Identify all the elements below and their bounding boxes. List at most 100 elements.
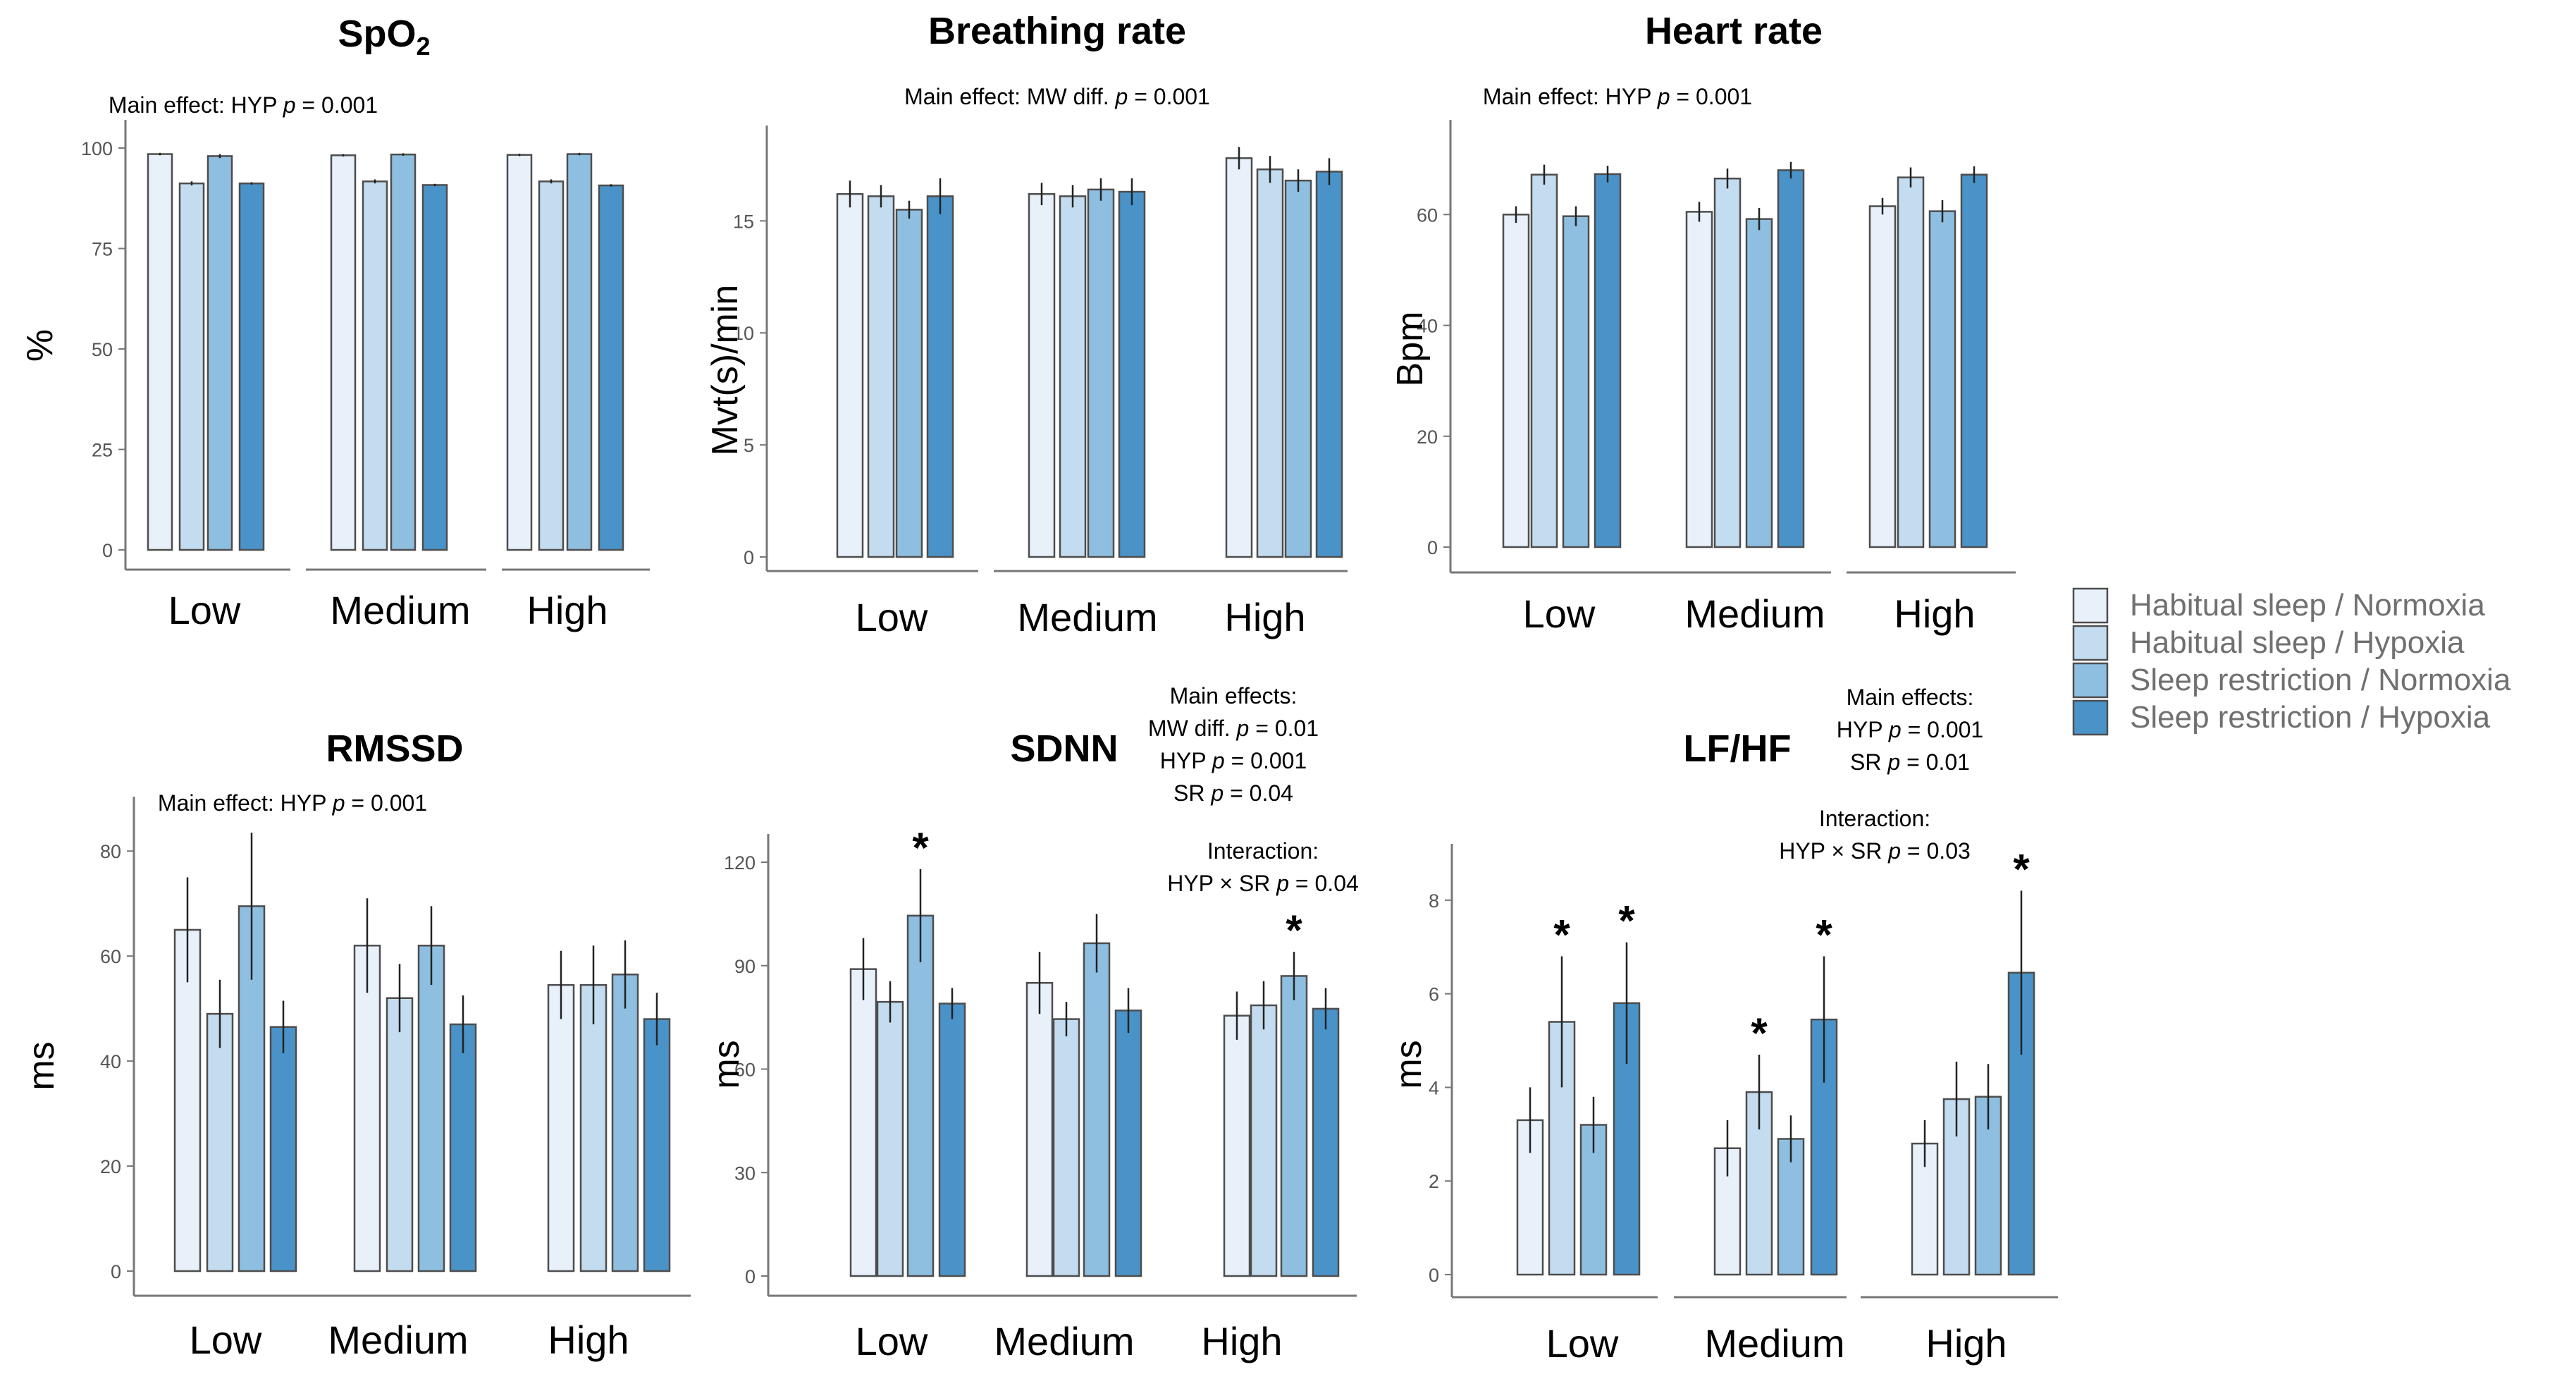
- bar: [1530, 173, 1558, 548]
- significance-star: *: [1618, 897, 1635, 945]
- bar: [547, 983, 575, 1272]
- bar: [611, 973, 639, 1272]
- legend-swatch: [2072, 662, 2109, 699]
- bar: [1312, 1007, 1340, 1277]
- bar: [417, 945, 445, 1272]
- y-tick-label: 120: [724, 852, 756, 873]
- legend-label: Habitual sleep / Normoxia: [2130, 588, 2485, 623]
- bar: [926, 195, 954, 558]
- legend-swatch: [2072, 699, 2109, 736]
- y-tick-label: 0: [744, 547, 754, 568]
- bar: [1594, 173, 1622, 548]
- bar: [506, 154, 533, 551]
- y-tick-label: 2: [1429, 1171, 1439, 1192]
- y-tick-label: 0: [745, 1266, 756, 1287]
- chart-title: Breathing rate: [928, 10, 1186, 52]
- y-tick-label: 100: [81, 138, 113, 159]
- bar: [173, 928, 202, 1272]
- bar: [386, 997, 414, 1272]
- category-label: Low: [168, 588, 241, 632]
- bar: [449, 1023, 477, 1272]
- bar: [1745, 218, 1773, 548]
- panel-rmssd: RMSSD Main effect: HYP p = 0.001 0 20 40 60 80…: [21, 728, 691, 1362]
- category-label: Low: [856, 1319, 928, 1363]
- category-label: Low: [190, 1318, 262, 1362]
- chart-title: LF/HF: [1684, 728, 1792, 770]
- bar: [598, 184, 624, 551]
- bar: [867, 195, 895, 558]
- bar: [538, 180, 565, 551]
- bar: [1928, 210, 1956, 548]
- bar: [579, 983, 608, 1272]
- annotation-line: HYP p = 0.001: [1160, 748, 1307, 773]
- significance-star: *: [912, 824, 929, 871]
- panel-breathing: Breathing rate Main effect: MW diff. p = …: [705, 10, 1348, 639]
- annotation-line: Main effects:: [1847, 685, 1974, 710]
- bar: [895, 209, 923, 558]
- significance-star: *: [1553, 912, 1570, 959]
- bar: [1250, 1004, 1278, 1277]
- significance-star: *: [2013, 846, 2030, 893]
- bar: [1028, 192, 1056, 558]
- bar: [238, 905, 266, 1272]
- legend-label: Habitual sleep / Hypoxia: [2130, 625, 2465, 660]
- legend-swatch: [2072, 625, 2109, 661]
- chart-title: SpO2: [338, 13, 430, 61]
- category-label: Medium: [328, 1318, 468, 1362]
- bar: [1083, 942, 1111, 1277]
- y-tick-label: 5: [744, 435, 754, 456]
- bar: [906, 914, 935, 1277]
- bar: [1897, 176, 1925, 548]
- significance-star: *: [1751, 1010, 1768, 1057]
- category-label: Medium: [1684, 591, 1825, 636]
- bar: [643, 1018, 671, 1272]
- bar: [206, 1012, 234, 1272]
- bar: [238, 182, 265, 551]
- bar: [938, 1002, 966, 1277]
- chart-title: RMSSD: [326, 728, 463, 770]
- annotation-line: SR p = 0.01: [1850, 749, 1970, 775]
- significance-star: *: [1816, 912, 1832, 959]
- category-label: High: [1224, 595, 1305, 639]
- annotation-line: MW diff. p = 0.01: [1148, 716, 1319, 741]
- y-tick-label: 80: [100, 841, 121, 862]
- bar: [362, 180, 388, 551]
- category-label: Low: [856, 595, 928, 639]
- bar: [330, 154, 357, 551]
- bar: [1562, 215, 1590, 548]
- annotation-line: Interaction:: [1207, 838, 1319, 864]
- bar: [1502, 214, 1530, 548]
- annotation-line: HYP × SR p = 0.03: [1779, 838, 1971, 864]
- y-axis-label: Mvt(s)/min: [705, 285, 746, 456]
- annotation-line: Main effects:: [1170, 683, 1298, 709]
- bar: [1225, 157, 1253, 558]
- panel-sdnn: SDNN Main effects: MW diff. p = 0.01 HYP p …: [706, 683, 1359, 1363]
- bar: [1118, 190, 1146, 558]
- y-axis-label: ms: [1388, 1040, 1429, 1088]
- legend-label: Sleep restriction / Hypoxia: [2130, 700, 2491, 735]
- bar: [1280, 975, 1308, 1277]
- bar: [1087, 188, 1115, 558]
- y-tick-label: 20: [100, 1156, 121, 1177]
- annotation-text: Main effect: MW diff. p = 0.001: [904, 84, 1210, 109]
- bar: [207, 155, 233, 551]
- bar: [1745, 1091, 1773, 1276]
- y-axis-label: %: [20, 329, 61, 362]
- category-label: Medium: [1704, 1321, 1844, 1366]
- annotation-line: Interaction:: [1819, 806, 1930, 831]
- y-tick-label: 10: [733, 323, 754, 344]
- chart-title: Heart rate: [1645, 10, 1823, 52]
- y-tick-label: 50: [92, 339, 113, 360]
- y-tick-label: 8: [1429, 890, 1439, 912]
- y-tick-label: 60: [100, 946, 121, 967]
- panel-lfhf: LF/HF Main effects: HYP p = 0.001 SR p = 0.…: [1388, 685, 2058, 1366]
- bar: [1777, 169, 1805, 548]
- y-tick-label: 75: [92, 239, 113, 260]
- bar: [1315, 171, 1343, 558]
- annotation-line: SR p = 0.04: [1173, 780, 1293, 806]
- bar: [1025, 981, 1054, 1277]
- panel-spo2: SpO2 Main effect: HYP p = 0.001 0 25 50 75 100…: [20, 13, 650, 632]
- category-label: High: [1925, 1321, 2007, 1366]
